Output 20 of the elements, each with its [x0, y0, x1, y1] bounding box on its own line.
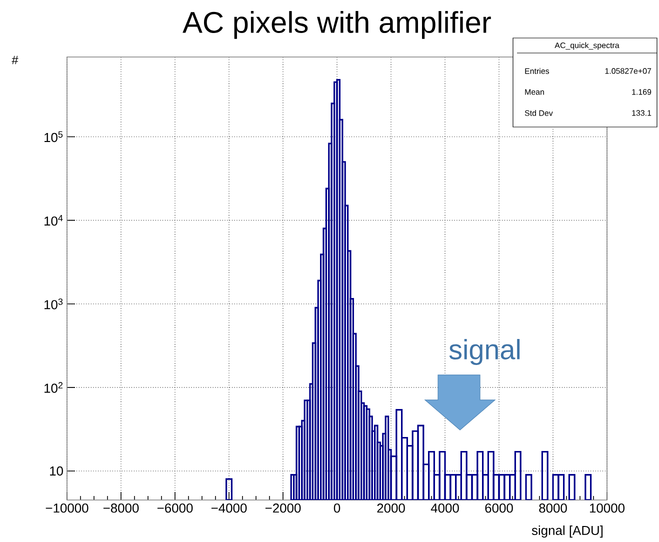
x-tick-label: 6000 — [485, 504, 513, 513]
x-axis-title: signal [ADU] — [532, 526, 603, 538]
x-tick-label: 0 — [334, 504, 340, 513]
x-tick-label: 10000 — [590, 504, 625, 513]
y-tick-label: 10$^{2}$ — [44, 382, 63, 393]
x-tick-label: 2000 — [377, 504, 405, 513]
y-tick-label: 10$^{5}$ — [44, 131, 63, 142]
x-tick-label: −4000 — [211, 504, 247, 513]
y-tick-label: 10$^{4}$ — [44, 214, 63, 226]
x-tick-label: −2000 — [265, 504, 301, 513]
x-tick-label: −6000 — [157, 504, 193, 513]
y-tick-label: 10$^{3}$ — [44, 298, 63, 310]
y-axis-title: # — [12, 56, 18, 64]
chart-title: AC pixels with amplifier — [182, 11, 491, 39]
x-tick-label: −8000 — [103, 504, 139, 513]
y-tick-label: 10 — [50, 466, 63, 476]
x-tick-label: 8000 — [539, 504, 567, 513]
x-tick-label: 4000 — [430, 504, 459, 513]
annotation: signal — [449, 338, 520, 365]
x-tick-label: −10000 — [46, 504, 88, 513]
